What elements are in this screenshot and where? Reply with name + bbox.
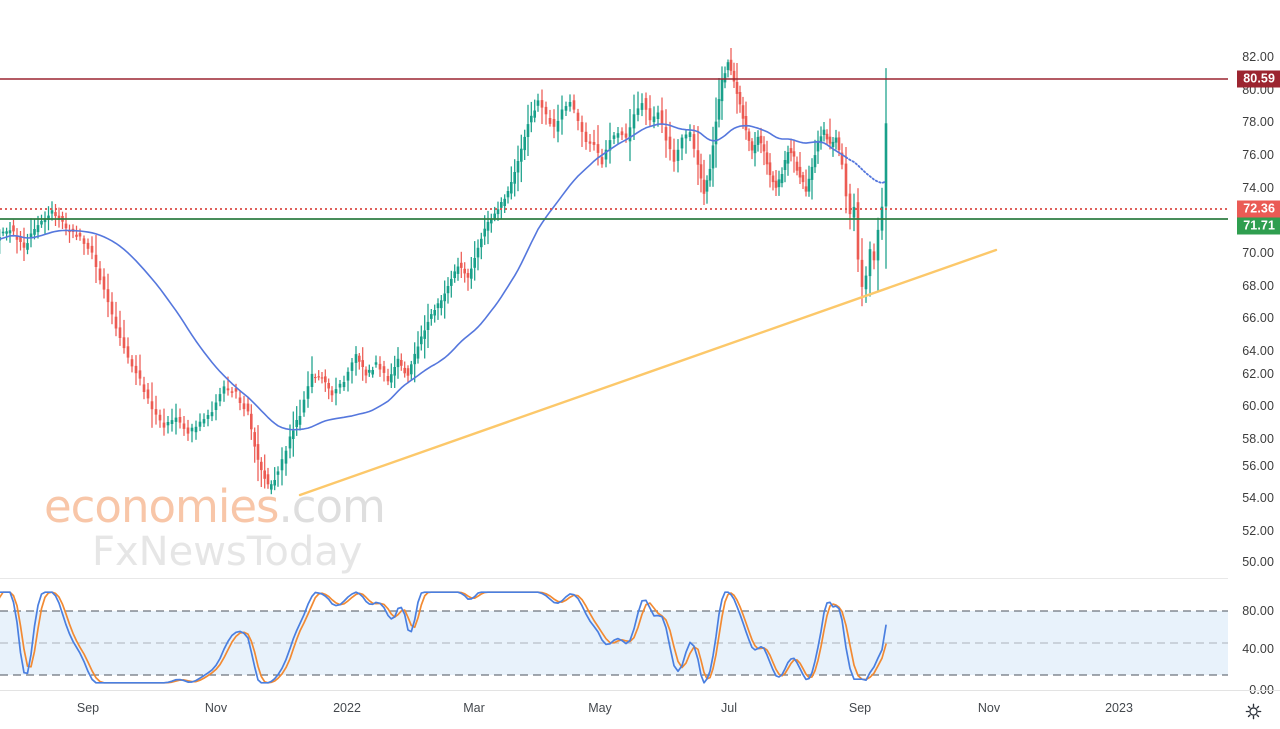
price-tick-7: 68.00	[1242, 278, 1274, 293]
time-axis[interactable]: Sep Nov 2022 Mar May Jul Sep Nov 2023	[0, 690, 1280, 729]
price-tick-8: 66.00	[1242, 310, 1274, 325]
indicator-tick-2: 0.00	[1249, 682, 1274, 697]
price-tick-16: 50.00	[1242, 554, 1274, 569]
current-price-badge[interactable]: 71.71	[1237, 217, 1280, 235]
price-tick-15: 52.00	[1242, 523, 1274, 538]
time-tick-2: 2022	[333, 701, 361, 715]
stochastic-percent-k-line	[0, 591, 887, 684]
price-tick-3: 76.00	[1242, 147, 1274, 162]
price-tick-14: 54.00	[1242, 490, 1274, 505]
price-tick-10: 62.00	[1242, 366, 1274, 381]
time-tick-7: Nov	[977, 701, 1001, 715]
price-tick-2: 78.00	[1242, 114, 1274, 129]
time-tick-3: Mar	[463, 701, 485, 715]
price-axis[interactable]: 82.0080.0078.0076.0074.0072.0070.0068.00…	[1228, 0, 1280, 696]
moving-average-projection	[845, 156, 887, 184]
time-tick-0: Sep	[76, 701, 100, 715]
time-tick-4: May	[588, 701, 612, 715]
indicator-tick-1: 40.00	[1242, 641, 1274, 656]
price-tick-4: 74.00	[1242, 180, 1274, 195]
time-tick-1: Nov	[204, 701, 228, 715]
price-tick-6: 70.00	[1242, 245, 1274, 260]
pivot-price-badge[interactable]: 72.36	[1237, 200, 1280, 218]
time-tick-5: Jul	[721, 701, 737, 715]
pane-divider	[0, 578, 1228, 579]
uptrend-line	[298, 248, 998, 497]
moving-average-line	[0, 123, 847, 431]
resistance-price-badge[interactable]: 80.59	[1237, 70, 1280, 88]
indicator-tick-0: 80.00	[1242, 603, 1274, 618]
gear-icon[interactable]	[1245, 703, 1262, 720]
time-tick-6: Sep	[848, 701, 872, 715]
candlestick-series	[0, 48, 888, 495]
price-tick-0: 82.00	[1242, 49, 1274, 64]
price-tick-12: 58.00	[1242, 431, 1274, 446]
price-tick-11: 60.00	[1242, 398, 1274, 413]
price-tick-9: 64.00	[1242, 343, 1274, 358]
time-tick-8: 2023	[1105, 701, 1133, 715]
price-tick-13: 56.00	[1242, 458, 1274, 473]
